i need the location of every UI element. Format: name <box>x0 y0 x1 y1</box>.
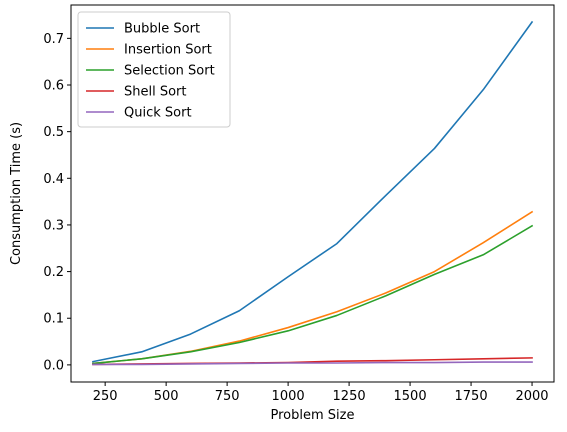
y-axis-label: Consumption Time (s) <box>9 122 24 265</box>
x-axis-ticks: 250 500 750 1000 1250 1500 1750 2000 <box>93 382 549 404</box>
legend-label-4: Quick Sort <box>124 106 192 121</box>
x-tick-label-1: 500 <box>154 389 179 404</box>
x-tick-label-3: 1000 <box>272 389 305 404</box>
series-line-0 <box>92 20 534 363</box>
y-tick-label-0: 0.0 <box>43 358 64 373</box>
y-tick-label-4: 0.4 <box>43 172 64 187</box>
y-tick-label-7: 0.7 <box>43 32 64 47</box>
legend-label-2: Selection Sort <box>124 64 215 79</box>
series-line-2 <box>92 224 534 365</box>
x-tick-label-7: 2000 <box>515 389 548 404</box>
legend-label-3: Shell Sort <box>124 85 187 100</box>
y-tick-label-2: 0.2 <box>43 265 64 280</box>
legend: Bubble Sort Insertion Sort Selection Sort S… <box>77 11 231 128</box>
series-line-1 <box>92 210 534 365</box>
x-axis-label: Problem Size <box>271 408 355 423</box>
y-axis-ticks: 0.0 0.1 0.2 0.3 0.4 0.5 0.6 0.7 <box>43 32 71 373</box>
y-tick-label-5: 0.5 <box>43 125 64 140</box>
y-tick-label-6: 0.6 <box>43 78 64 93</box>
legend-label-1: Insertion Sort <box>124 43 212 58</box>
x-tick-label-2: 750 <box>215 389 240 404</box>
y-tick-label-3: 0.3 <box>43 218 64 233</box>
legend-label-0: Bubble Sort <box>124 22 200 37</box>
x-tick-label-5: 1500 <box>394 389 427 404</box>
series-line-4 <box>92 361 533 366</box>
plot-frame <box>70 4 555 383</box>
legend-box <box>77 11 231 128</box>
x-tick-label-4: 1250 <box>333 389 366 404</box>
x-tick-label-0: 250 <box>93 389 118 404</box>
x-tick-label-6: 1750 <box>455 389 488 404</box>
series-layer <box>92 20 534 366</box>
y-tick-label-1: 0.1 <box>43 312 64 327</box>
